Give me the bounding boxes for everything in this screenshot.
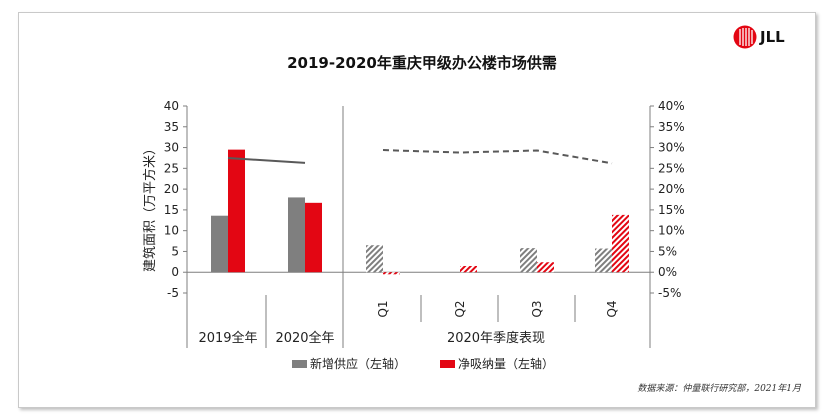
bar-supply (366, 245, 383, 273)
legend: 新增供应（左轴） 净吸纳量（左轴） (292, 356, 554, 371)
group-label: 2020年季度表现 (447, 330, 545, 346)
category-label: Q2 (453, 300, 467, 317)
category-label: Q4 (605, 300, 619, 317)
y2-tick-label: 0% (658, 265, 677, 279)
y2-tick-label: 30% (658, 141, 685, 155)
category-label: Q3 (530, 300, 544, 317)
y-tick-label: 25 (164, 161, 179, 175)
category-labels: Q1 Q2 Q3 Q4 2019全年 2020全年 2020年季度表现 (198, 300, 619, 346)
y2-tick-label: 5% (658, 244, 677, 258)
vacancy-lines (227, 149, 613, 165)
bar-absorption (383, 272, 400, 275)
bar-absorption (460, 265, 477, 273)
bar-supply (211, 215, 228, 273)
bar-supply (520, 248, 537, 273)
legend-swatch-absorption (440, 360, 455, 368)
y-tick-label: 10 (164, 224, 179, 238)
y2-tick-label: 20% (658, 182, 685, 196)
quarterly-line (382, 149, 613, 165)
bar-absorption (612, 214, 629, 273)
group-label: 2019全年 (198, 330, 257, 346)
legend-swatch-supply (292, 360, 307, 368)
bar-supply (288, 197, 305, 273)
y-tick-label: -5 (167, 286, 179, 300)
bar-absorption (228, 149, 245, 273)
y2-tick-label: 25% (658, 161, 685, 175)
y2-tick-label: 35% (658, 120, 685, 134)
chart-title: 2019-2020年重庆甲级办公楼市场供需 (287, 54, 557, 72)
y2-tick-label: -5% (658, 286, 681, 300)
y-tick-label: 40 (164, 99, 179, 113)
jll-logo-icon (733, 25, 757, 49)
y-tick-label: 5 (171, 244, 179, 258)
y-tick-label: 35 (164, 120, 179, 134)
category-label: Q1 (376, 300, 390, 317)
y2-tick-label: 40% (658, 99, 685, 113)
bar-absorption (537, 262, 554, 273)
axes: 40 35 30 25 20 15 10 5 0 -5 40% 35% 30% 25% 20% 15% 10% 5… (164, 99, 685, 348)
bars (211, 149, 629, 275)
y2-tick-label: 15% (658, 203, 685, 217)
source-note: 数据来源：仲量联行研究部，2021年1月 (637, 384, 801, 394)
y-tick-label: 0 (171, 265, 179, 279)
jll-logo-text: JLL (760, 28, 785, 46)
legend-label-supply: 新增供应（左轴） (310, 356, 406, 371)
bar-absorption (305, 202, 322, 273)
jll-logo: JLL (733, 23, 785, 51)
y-tick-label: 30 (164, 141, 179, 155)
chart-frame (18, 12, 816, 408)
y-axis-label: 建筑面积（万平方米） (142, 142, 158, 272)
y-tick-label: 15 (164, 203, 179, 217)
y2-tick-label: 10% (658, 224, 685, 238)
y-tick-label: 20 (164, 182, 179, 196)
annual-line (227, 156, 306, 164)
legend-label-absorption: 净吸纳量（左轴） (458, 356, 554, 371)
bar-supply (595, 248, 612, 273)
group-label: 2020全年 (275, 330, 334, 346)
